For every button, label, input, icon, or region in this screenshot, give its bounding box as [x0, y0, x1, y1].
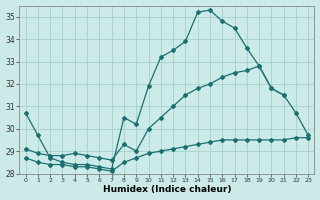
- X-axis label: Humidex (Indice chaleur): Humidex (Indice chaleur): [103, 185, 231, 194]
